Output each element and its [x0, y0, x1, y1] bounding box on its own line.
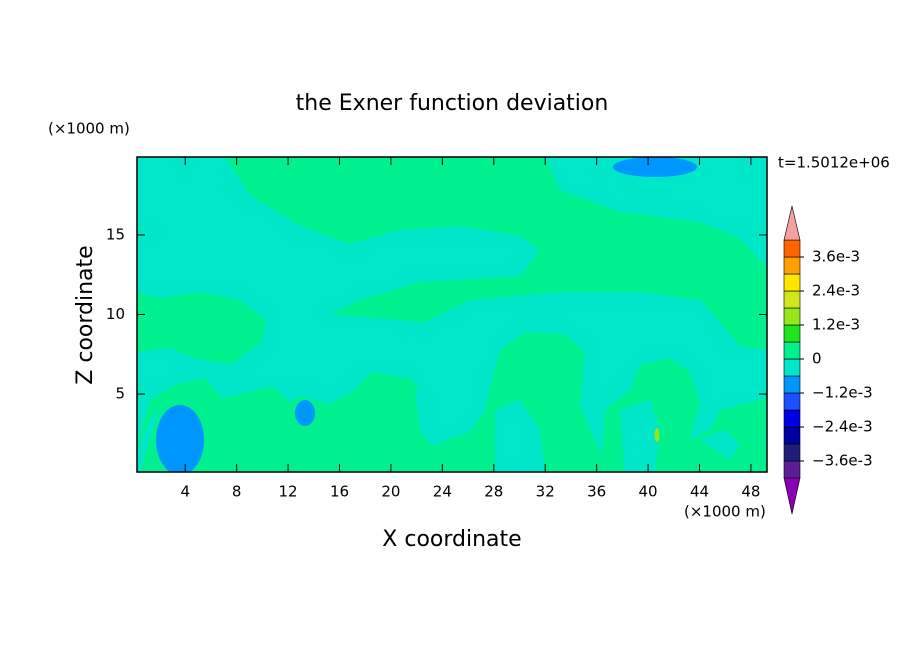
y-tick-label: 10	[106, 305, 125, 323]
colorbar-label: 0	[812, 350, 822, 368]
colorbar-label: 1.2e-3	[812, 316, 860, 334]
x-tick-label: 8	[232, 483, 242, 501]
y-axis-label: Z coordinate	[73, 245, 98, 384]
contour-region	[225, 157, 767, 350]
colorbar-label: 3.6e-3	[812, 248, 860, 266]
contour-region	[415, 390, 448, 446]
contour-region	[137, 405, 160, 472]
colorbar-under	[783, 477, 801, 515]
colorbar-label: −1.2e-3	[812, 384, 873, 402]
contour-region	[613, 157, 697, 177]
contour-region	[654, 428, 660, 442]
contour-region	[620, 400, 660, 472]
colorbar-box	[783, 358, 801, 377]
colorbar-box	[783, 239, 801, 258]
contour-region	[137, 332, 610, 472]
x-tick-label: 40	[639, 483, 658, 501]
colorbar-label: 2.4e-3	[812, 282, 860, 300]
colorbar-box	[783, 443, 801, 462]
x-tick-label: 32	[536, 483, 555, 501]
colorbar-label: −2.4e-3	[812, 418, 873, 436]
x-tick-label: 12	[279, 483, 298, 501]
colorbar-over	[783, 205, 801, 241]
colorbar-label: −3.6e-3	[812, 452, 873, 470]
x-tick-label: 44	[690, 483, 709, 501]
contour-region	[700, 430, 740, 460]
x-tick-label: 36	[587, 483, 606, 501]
time-annotation: t=1.5012e+06	[778, 154, 890, 172]
colorbar-box	[783, 290, 801, 309]
colorbar-box	[783, 341, 801, 360]
colorbar-box	[783, 392, 801, 411]
contour-region	[495, 400, 545, 472]
chart-title: the Exner function deviation	[296, 91, 609, 116]
colorbar-box	[783, 256, 801, 275]
y-tick-label: 15	[106, 225, 125, 243]
y-unit: (×1000 m)	[48, 120, 130, 138]
contour-region	[137, 292, 266, 364]
contour-region	[156, 405, 204, 472]
x-tick-label: 16	[330, 483, 349, 501]
colorbar-box	[783, 324, 801, 343]
x-axis-label: X coordinate	[382, 527, 521, 552]
x-tick-label: 48	[741, 483, 760, 501]
colorbar-box	[783, 375, 801, 394]
colorbar-box	[783, 409, 801, 428]
colorbar-box	[783, 307, 801, 326]
x-unit: (×1000 m)	[684, 503, 766, 521]
y-tick-label: 5	[115, 385, 125, 403]
colorbar-box	[783, 460, 801, 479]
colorbar-box	[783, 426, 801, 445]
colorbar-box	[783, 273, 801, 292]
x-tick-label: 4	[180, 483, 190, 501]
contour-field	[137, 157, 767, 472]
x-tick-label: 24	[433, 483, 452, 501]
contour-region	[295, 400, 315, 426]
x-tick-label: 20	[381, 483, 400, 501]
x-tick-label: 28	[484, 483, 503, 501]
